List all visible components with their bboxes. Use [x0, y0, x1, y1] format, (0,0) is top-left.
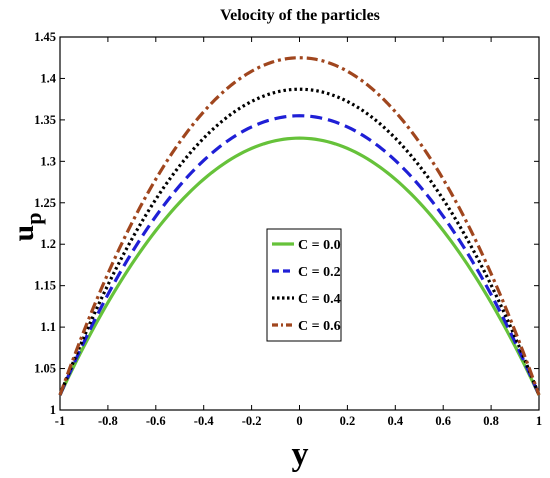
x-tick-label: -1	[55, 414, 65, 428]
legend-label: C = 0.4	[298, 292, 341, 307]
y-tick-label: 1.35	[34, 113, 56, 127]
y-tick-label: 1.45	[34, 30, 56, 44]
x-tick-label: 1	[536, 414, 542, 428]
x-tick-label: -0.6	[146, 414, 166, 428]
x-tick-label: -0.4	[194, 414, 215, 428]
series-line	[58, 136, 541, 396]
y-tick-label: 1	[50, 403, 56, 417]
series-line	[58, 114, 541, 396]
y-tick-label: 1.4	[40, 71, 56, 85]
x-tick-label: -0.8	[98, 414, 118, 428]
legend-label: C = 0.6	[298, 319, 341, 334]
legend: C = 0.0 C = 0.2 C = 0.4 C = 0.6	[266, 228, 342, 342]
x-tick-label: 0.6	[435, 414, 451, 428]
series-line	[58, 56, 541, 396]
x-tick-label: 0.4	[387, 414, 403, 428]
series-lines	[58, 56, 541, 396]
y-axis-label-group: up	[7, 213, 46, 242]
chart-title: Velocity of the particles	[220, 7, 380, 24]
svg-text:up: up	[7, 213, 46, 242]
x-tick-label: 0.8	[483, 414, 499, 428]
y-tick-label: 1.05	[34, 362, 56, 376]
legend-box	[266, 228, 342, 342]
y-tick-label: 1.25	[34, 196, 56, 210]
y-tick-label: 1.2	[40, 237, 56, 251]
x-axis-label: y	[292, 436, 309, 473]
x-tick-label: 0.2	[340, 414, 356, 428]
axis-ticks: -1 -0.8 -0.6 -0.4 -0.2 0 0.2 0.4 0.6 0.8 1 1 1.05 1.1…	[34, 30, 542, 428]
legend-label: C = 0.2	[298, 265, 341, 280]
y-tick-label: 1.3	[40, 154, 56, 168]
y-axis-label-subscript: p	[21, 213, 46, 225]
y-axis-label: u	[7, 225, 40, 242]
y-tick-label: 1.15	[34, 279, 56, 293]
series-line	[58, 87, 541, 396]
x-tick-label: -0.2	[242, 414, 262, 428]
y-tick-label: 1.1	[40, 320, 56, 334]
legend-label: C = 0.0	[298, 238, 341, 253]
x-tick-label: 0	[296, 414, 302, 428]
